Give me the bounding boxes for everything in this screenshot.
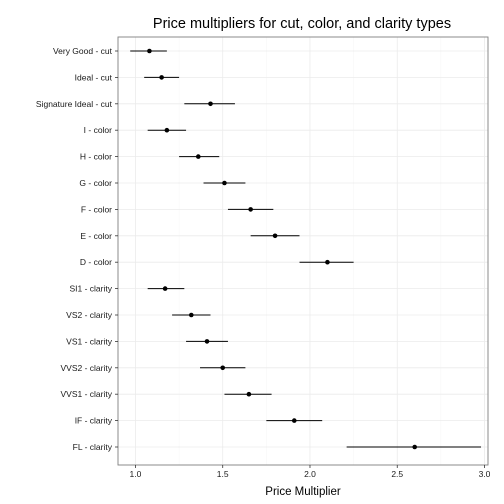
x-tick-label: 3.0 bbox=[479, 469, 491, 479]
data-point bbox=[147, 48, 152, 54]
y-tick-label: Ideal - cut bbox=[75, 72, 113, 82]
data-point bbox=[204, 339, 210, 344]
data-point bbox=[222, 180, 227, 186]
y-tick-label: FL - clarity bbox=[73, 442, 113, 452]
y-tick-label: F - color bbox=[81, 204, 112, 214]
data-point bbox=[162, 286, 168, 291]
data-point bbox=[291, 418, 297, 423]
data-point bbox=[325, 259, 330, 265]
data-marks bbox=[130, 48, 482, 450]
y-tick-label: I - color bbox=[84, 125, 113, 135]
data-point bbox=[412, 444, 417, 450]
data-point bbox=[195, 154, 201, 159]
y-tick-label: VVS2 - clarity bbox=[61, 363, 113, 373]
y-tick-label: E - color bbox=[80, 231, 112, 241]
data-point bbox=[248, 207, 253, 212]
y-tick-label: G - color bbox=[79, 178, 112, 188]
x-axis-title: Price Multiplier bbox=[265, 486, 341, 498]
x-tick-label: 1.5 bbox=[217, 469, 229, 479]
y-tick-label: H - color bbox=[80, 152, 112, 162]
data-point bbox=[164, 127, 170, 133]
plot-frame bbox=[117, 36, 489, 466]
y-tick-label: VVS1 - clarity bbox=[61, 389, 113, 399]
x-tick-label: 1.0 bbox=[130, 469, 142, 479]
x-tick-label: 2.5 bbox=[391, 469, 403, 479]
y-tick-label: VS2 - clarity bbox=[66, 310, 113, 320]
data-point bbox=[208, 101, 213, 107]
grid bbox=[118, 37, 488, 465]
y-tick-label: IF - clarity bbox=[75, 416, 113, 426]
y-tick-label: Signature Ideal - cut bbox=[36, 99, 113, 109]
y-tick-labels: Very Good - cut Ideal - cut Signature Idea… bbox=[36, 46, 118, 452]
y-tick-label: D - color bbox=[80, 257, 112, 267]
y-tick-label: Very Good - cut bbox=[53, 46, 113, 56]
data-point bbox=[159, 75, 164, 80]
chart-title: Price multipliers for cut, color, and cl… bbox=[153, 16, 451, 32]
data-point bbox=[272, 233, 278, 239]
data-point bbox=[246, 391, 252, 397]
x-tick-labels: 1.0 1.5 2.0 2.5 3.0 bbox=[130, 465, 491, 479]
y-tick-label: VS1 - clarity bbox=[66, 336, 113, 346]
y-tick-label: SI1 - clarity bbox=[69, 284, 112, 294]
data-point bbox=[189, 312, 194, 318]
x-tick-label: 2.0 bbox=[304, 469, 316, 479]
data-point bbox=[220, 365, 226, 371]
